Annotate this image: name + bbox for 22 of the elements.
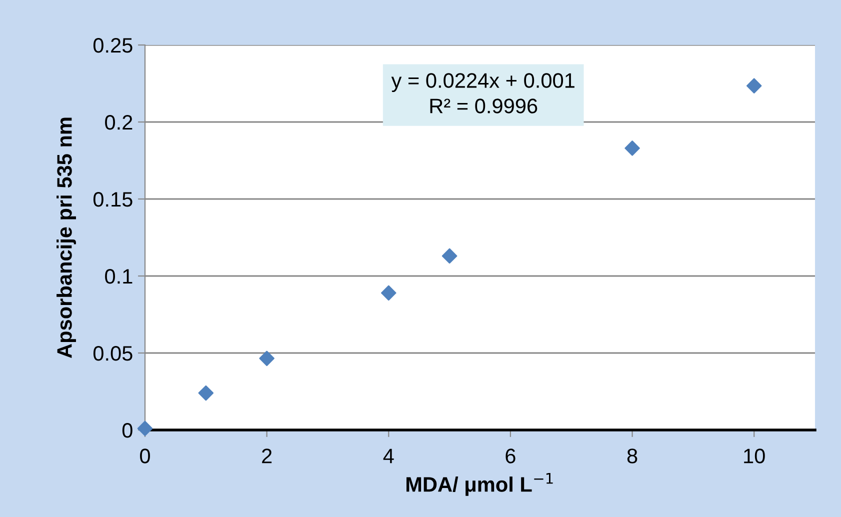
- y-tick-label: 0.1: [105, 269, 132, 284]
- y-axis-title: Apsorbancije pri 535 nm: [56, 118, 76, 358]
- point: [259, 350, 274, 366]
- point: [624, 140, 640, 156]
- x-tick-label: 8: [627, 448, 638, 464]
- point: [137, 420, 153, 436]
- x-tick-label: 10: [744, 448, 765, 464]
- point: [380, 285, 396, 301]
- x-tick-label: 2: [262, 448, 272, 464]
- y-tick-label: 0: [122, 423, 132, 438]
- annotation: y = 0.0224x + 0.001 R² = 0.9996: [391, 73, 574, 114]
- point: [198, 385, 214, 401]
- x-tick-label: 0: [140, 448, 150, 464]
- x-tick-label: 4: [383, 448, 394, 464]
- y-tick-label: 0.25: [93, 38, 132, 53]
- y-tick-label: 0.15: [93, 192, 132, 207]
- y-tick-label: 0.05: [93, 346, 132, 361]
- point: [442, 248, 458, 264]
- x-tick-label: 6: [506, 448, 516, 464]
- x-axis-title: MDA/ μmol L$^{−1}$: [406, 473, 553, 496]
- point: [746, 78, 762, 94]
- y-tick-label: 0.2: [105, 115, 132, 130]
